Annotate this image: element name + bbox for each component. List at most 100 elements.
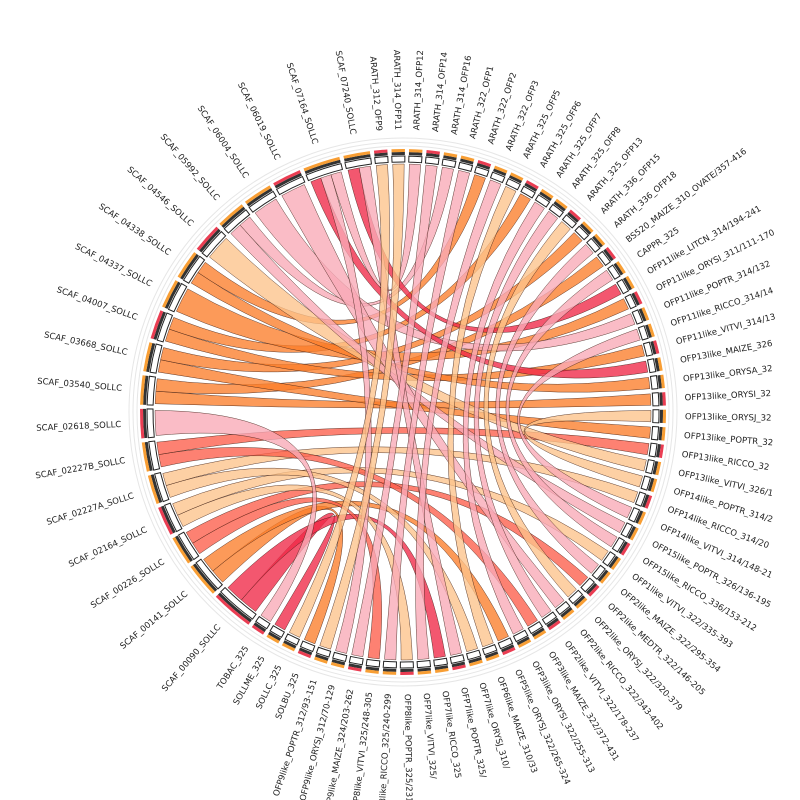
link-ribbon xyxy=(197,174,486,325)
segment-score-band xyxy=(190,565,216,594)
segment-ideogram xyxy=(527,620,544,635)
segment-ideogram xyxy=(315,646,332,658)
segment-score-band xyxy=(647,323,655,338)
segment-score-band xyxy=(575,597,588,609)
segment-ideogram xyxy=(332,651,348,663)
segment-score-band xyxy=(273,170,301,186)
segment-ideogram xyxy=(649,375,659,390)
link-ribbon xyxy=(495,243,599,574)
segment-ideogram xyxy=(433,657,449,667)
segment-ideogram xyxy=(441,158,457,168)
segment-ideogram xyxy=(607,264,621,280)
outer-ring-2 xyxy=(132,141,674,683)
segment-tick-band xyxy=(638,308,647,322)
segment-tick-band xyxy=(591,235,603,248)
segment-tick-band xyxy=(579,223,592,235)
segment-tick-band xyxy=(382,668,397,672)
segment-ideogram xyxy=(154,471,170,503)
segment-ideogram xyxy=(611,536,626,553)
segment-tick-band xyxy=(546,617,559,628)
link-ribbon xyxy=(155,256,604,395)
segment-tick-band xyxy=(476,162,491,170)
segment-score-band xyxy=(594,233,606,246)
segment-tick-band xyxy=(658,426,663,441)
segment-label: SCAF_04546_SOLLC xyxy=(125,165,195,229)
link-ribbon xyxy=(177,484,413,661)
segment-tick-band xyxy=(553,201,566,212)
segment-score-band xyxy=(343,151,371,159)
segment-tick-band xyxy=(221,206,246,229)
segment-label: SCAF_02618_SOLLC xyxy=(36,420,121,434)
segment-label: OFP13like_ORYSA_32 xyxy=(683,364,774,384)
segment-ideogram xyxy=(642,341,654,357)
segment-tick-band xyxy=(443,155,457,161)
link-ribbon xyxy=(165,467,478,652)
segment-ideogram xyxy=(449,654,465,664)
segment-tick-band xyxy=(516,636,530,646)
segment-score-band xyxy=(562,609,575,620)
segment-tick-band xyxy=(650,341,657,355)
segment-score-band xyxy=(452,664,466,671)
segment-ideogram xyxy=(616,278,630,295)
segment-ideogram xyxy=(156,312,174,343)
segment-ideogram xyxy=(640,475,652,491)
segment-score-band xyxy=(653,340,660,354)
segment-score-band xyxy=(172,536,191,564)
segment-ideogram xyxy=(457,161,474,173)
segment-tick-band xyxy=(153,311,166,340)
segment-tick-band xyxy=(298,647,313,656)
segment-ideogram xyxy=(597,250,612,267)
segment-score-band xyxy=(581,221,594,233)
segment-score-band xyxy=(655,461,662,476)
segment-ideogram xyxy=(374,155,389,165)
link-ribbon xyxy=(415,179,502,660)
segment-tick-band xyxy=(603,248,614,262)
segment-score-band xyxy=(143,342,153,372)
segment-label: OFP13like_POPTR_32 xyxy=(684,431,774,448)
segment-tick-band xyxy=(631,292,640,306)
segment-tick-band xyxy=(613,262,624,276)
link-ribbon xyxy=(462,201,545,635)
segment-tick-band xyxy=(652,461,659,475)
segment-ideogram xyxy=(416,660,432,669)
segment-ideogram xyxy=(652,409,660,424)
segment-ideogram xyxy=(512,629,529,643)
segment-ideogram xyxy=(586,237,601,253)
segment-tick-band xyxy=(274,172,303,189)
segment-ideogram xyxy=(489,171,506,184)
segment-ideogram xyxy=(146,408,155,439)
link-ribbon xyxy=(165,328,645,381)
segment-tick-band xyxy=(573,595,586,607)
segment-ideogram xyxy=(541,611,558,626)
segment-label: ARATH_314_OFP14 xyxy=(431,52,450,133)
segment-score-band xyxy=(303,156,341,172)
segment-tick-band xyxy=(657,375,662,389)
segment-label: ARATH_314_OFP16 xyxy=(450,55,474,136)
segment-score-band xyxy=(625,275,635,289)
segment-tick-band xyxy=(348,663,363,669)
segment-score-band xyxy=(510,172,524,181)
segment-label: SCAF_04338_SOLLC xyxy=(96,202,172,258)
segment-label: SCAF_02227B_SOLLC xyxy=(35,456,126,481)
segment-ideogram xyxy=(580,577,595,593)
segment-tick-band xyxy=(164,281,181,309)
segment-ideogram xyxy=(637,325,649,341)
segment-tick-band xyxy=(659,392,663,406)
segment-ideogram xyxy=(223,209,251,234)
segment-tick-band xyxy=(199,228,221,253)
segment-tick-band xyxy=(567,211,579,223)
segment-tick-band xyxy=(426,153,440,158)
segment-score-band xyxy=(150,310,164,340)
link-ribbon xyxy=(157,359,651,439)
segment-ideogram xyxy=(382,660,397,669)
segment-score-band xyxy=(493,165,508,174)
segment-label: ARATH_314_OFP12 xyxy=(412,50,426,131)
segment-score-band xyxy=(661,427,666,441)
link-ribbons xyxy=(154,163,652,661)
segment-ideogram xyxy=(474,166,490,178)
segment-label: SCAF_07164_SOLLC xyxy=(284,62,320,146)
segment-score-band xyxy=(502,646,516,656)
segment-label: OFP13like_ORYSJ_32 xyxy=(685,412,772,423)
segment-label: OFP13like_RICCO_32 xyxy=(681,450,770,473)
